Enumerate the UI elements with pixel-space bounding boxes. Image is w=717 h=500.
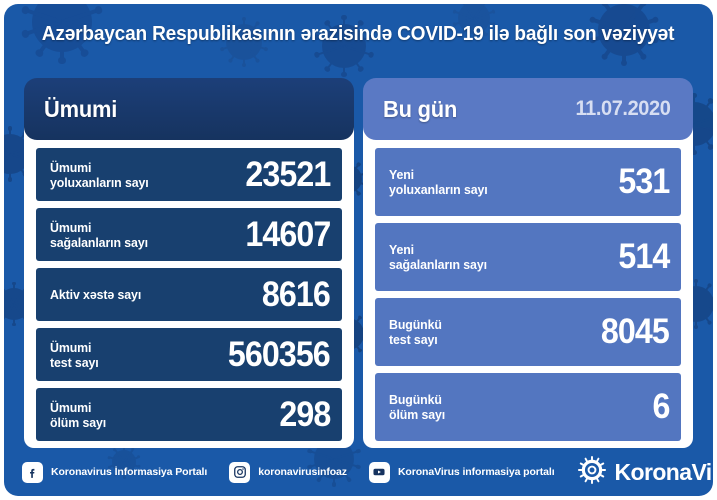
coronavirus-logo-icon: [577, 455, 607, 490]
stat-value: 14607: [245, 214, 331, 254]
poster: Azərbaycan Respublikasının ərazisində CO…: [4, 4, 713, 496]
stat-row: Bugünkü ölüm sayı 6: [375, 373, 681, 441]
stat-row: Ümumi test sayı 560356: [36, 328, 342, 381]
stat-row: Ümumi sağalanların sayı 14607: [36, 208, 342, 261]
social-label: KoronaVirus informasiya portalı: [397, 466, 555, 478]
stat-label: Ümumi yoluxanların sayı: [50, 159, 149, 190]
social-label: Koronavirus İnformasiya Portalı: [51, 466, 208, 478]
panel-total-body: Ümumi yoluxanların sayı 23521 Ümumi sağa…: [24, 118, 354, 448]
stat-label: Ümumi sağalanların sayı: [50, 219, 148, 250]
panel-today-body: Yeni yoluxanların sayı 531 Yeni sağalanl…: [363, 118, 693, 448]
panel-today-title: Bu gün: [383, 95, 458, 122]
stat-label: Ümumi test sayı: [50, 339, 99, 370]
instagram-icon: [229, 461, 251, 483]
facebook-icon: [22, 461, 43, 483]
stat-row: Yeni sağalanların sayı 514: [375, 223, 681, 291]
social-link-facebook[interactable]: Koronavirus İnformasiya Portalı: [22, 461, 208, 483]
stat-row: Ümumi yoluxanların sayı 23521: [36, 148, 342, 201]
stats-columns: Ümumi Ümumi yoluxanların sayı 23521 Ümum…: [4, 78, 713, 448]
stat-value: 23521: [245, 154, 331, 194]
stat-row: Bugünkü test sayı 8045: [375, 298, 681, 366]
page-title: Azərbaycan Respublikasının ərazisində CO…: [42, 22, 675, 45]
stat-row: Yeni yoluxanların sayı 531: [375, 148, 681, 216]
social-link-youtube[interactable]: KoronaVirus informasiya portalı: [368, 461, 555, 483]
panel-today-date: 11.07.2020: [575, 97, 671, 120]
panel-today: Bu gün 11.07.2020 Yeni yoluxanların sayı…: [363, 78, 693, 448]
stat-label: Yeni yoluxanların sayı: [389, 167, 488, 197]
stat-value: 298: [279, 394, 331, 434]
stat-label: Yeni sağalanların sayı: [389, 242, 487, 272]
stat-value: 8616: [262, 274, 331, 314]
social-link-instagram[interactable]: koronavirusinfoaz: [229, 461, 347, 483]
youtube-icon: [368, 461, 390, 483]
brand-logo[interactable]: KoronaVirus info: [577, 455, 713, 490]
stat-label: Bugünkü test sayı: [389, 317, 442, 347]
stat-row: Ümumi ölüm sayı 298: [36, 388, 342, 441]
stat-value: 560356: [228, 334, 331, 374]
stat-value: 531: [618, 162, 670, 201]
stat-value: 514: [618, 237, 670, 276]
panel-total-title: Ümumi: [44, 95, 118, 122]
stat-label: Aktiv xəstə sayı: [50, 287, 142, 302]
title-bar: Azərbaycan Respublikasının ərazisində CO…: [4, 22, 713, 46]
brand-name: KoronaVirus: [614, 458, 713, 485]
social-label: koronavirusinfoaz: [258, 466, 347, 478]
stat-label: Bugünkü ölüm sayı: [389, 392, 446, 422]
stat-label: Ümumi ölüm sayı: [50, 399, 107, 430]
panel-today-header: Bu gün 11.07.2020: [363, 78, 693, 140]
panel-total: Ümumi Ümumi yoluxanların sayı 23521 Ümum…: [24, 78, 354, 448]
panel-total-header: Ümumi: [24, 78, 354, 140]
stat-row: Aktiv xəstə sayı 8616: [36, 268, 342, 321]
stat-value: 6: [652, 387, 670, 426]
footer: Koronavirus İnformasiya Portalı koronavi…: [4, 448, 713, 496]
stat-value: 8045: [601, 312, 670, 351]
